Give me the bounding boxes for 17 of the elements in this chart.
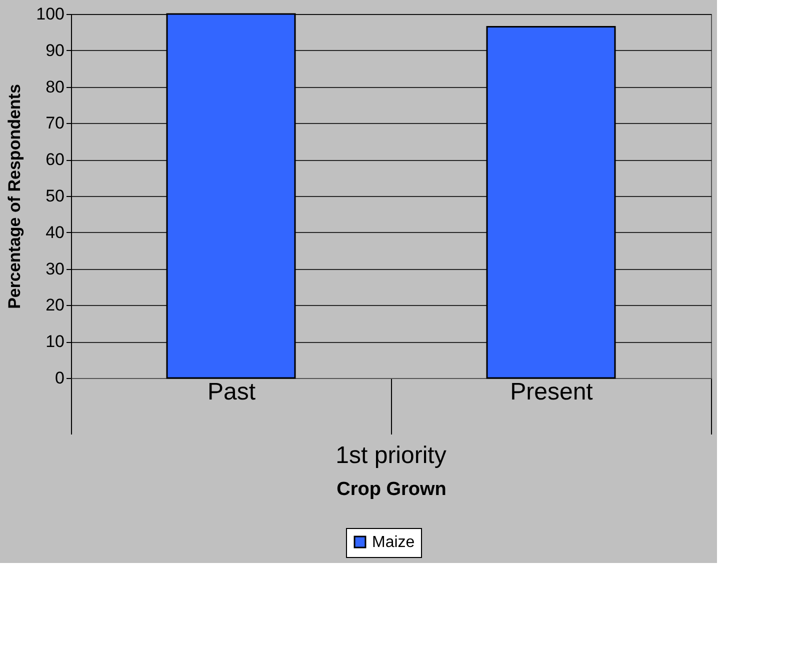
y-tick-label: 80 — [46, 77, 64, 96]
y-tick-label: 70 — [46, 114, 64, 133]
y-tick-label: 90 — [46, 40, 64, 60]
y-tick-label: 100 — [36, 4, 64, 24]
y-axis-title: Percentage of Respondents — [5, 84, 24, 309]
legend-label: Maize — [372, 534, 415, 551]
x-tick-label: Past — [207, 378, 256, 406]
y-tick-label: 0 — [55, 368, 64, 388]
y-tick-label: 60 — [46, 150, 64, 170]
x-tick-label: Present — [510, 378, 594, 406]
text: 1st priority — [336, 442, 446, 469]
y-tick-label: 40 — [46, 222, 64, 242]
x-axis-title: Crop Grown — [336, 479, 446, 500]
y-tick-label: 50 — [46, 186, 64, 206]
y-tick-label: 10 — [46, 332, 64, 352]
y-tick-label: 30 — [46, 259, 64, 278]
y-tick-label: 20 — [46, 296, 64, 315]
